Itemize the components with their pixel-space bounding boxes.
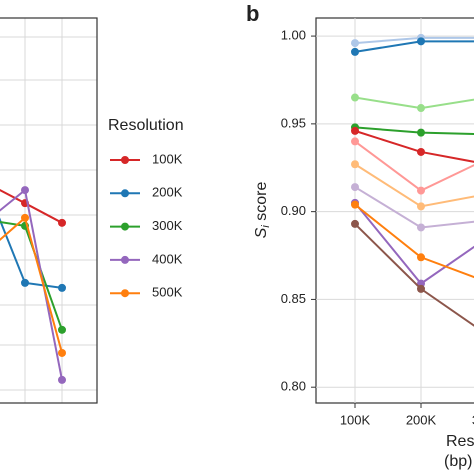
y-axis-label: Si score xyxy=(253,182,272,239)
point xyxy=(417,147,425,156)
y-tick-label: 0.80 xyxy=(281,379,306,394)
legend-dot xyxy=(121,156,129,164)
y-label-rest: score xyxy=(253,182,270,226)
series-line xyxy=(354,140,474,192)
series-line xyxy=(354,40,474,53)
x-axis-label-line2: (bp) xyxy=(444,453,472,470)
series-line xyxy=(354,223,474,327)
y-tick-label: 0.90 xyxy=(281,203,306,218)
y-tick-label: 1.00 xyxy=(281,28,306,43)
point xyxy=(351,126,359,135)
point xyxy=(58,325,66,334)
left-frame xyxy=(0,17,98,404)
legend-dot xyxy=(121,189,129,198)
legend-dot xyxy=(121,222,129,231)
point xyxy=(351,39,359,48)
legend-title: Resolution xyxy=(108,117,184,134)
series-line xyxy=(354,202,474,285)
point xyxy=(351,47,359,56)
point xyxy=(21,278,29,287)
x-tick-label: 100K xyxy=(340,412,371,427)
point xyxy=(21,186,29,195)
legend-dot xyxy=(121,255,129,264)
point xyxy=(417,128,425,137)
point xyxy=(351,200,359,209)
point xyxy=(417,186,425,195)
point xyxy=(351,160,359,169)
x-axis-label: Resolution xyxy=(446,433,474,450)
left-grid xyxy=(0,18,97,403)
y-tick-label: 0.95 xyxy=(281,115,306,130)
legend-label: 500K xyxy=(152,285,183,300)
x-tick-label: 200K xyxy=(406,412,437,427)
x-tick-label: 300K xyxy=(472,412,474,427)
point xyxy=(351,93,359,102)
point xyxy=(58,283,66,292)
series-line xyxy=(354,203,474,279)
point xyxy=(417,104,425,113)
panel-label: b xyxy=(246,1,259,26)
legend-dot xyxy=(121,289,129,298)
point xyxy=(21,213,29,222)
point xyxy=(58,348,66,357)
point xyxy=(417,223,425,232)
point xyxy=(417,253,425,262)
legend-label: 100K xyxy=(152,151,183,166)
point xyxy=(351,183,359,192)
point xyxy=(351,219,359,228)
right-frame xyxy=(315,17,474,404)
point xyxy=(417,284,425,293)
series-line xyxy=(354,186,474,229)
point xyxy=(351,137,359,146)
legend-label: 400K xyxy=(152,251,183,266)
legend-label: 300K xyxy=(152,218,183,233)
point xyxy=(417,37,425,46)
point xyxy=(58,375,66,384)
point xyxy=(417,202,425,211)
legend-label: 200K xyxy=(152,185,183,200)
y-tick-label: 0.85 xyxy=(281,291,306,306)
series-line xyxy=(354,129,474,163)
series-line xyxy=(354,126,474,136)
y-label-main: S xyxy=(253,227,270,238)
y-label-sub: i xyxy=(260,225,272,228)
point xyxy=(58,218,66,227)
series-line xyxy=(354,96,474,110)
